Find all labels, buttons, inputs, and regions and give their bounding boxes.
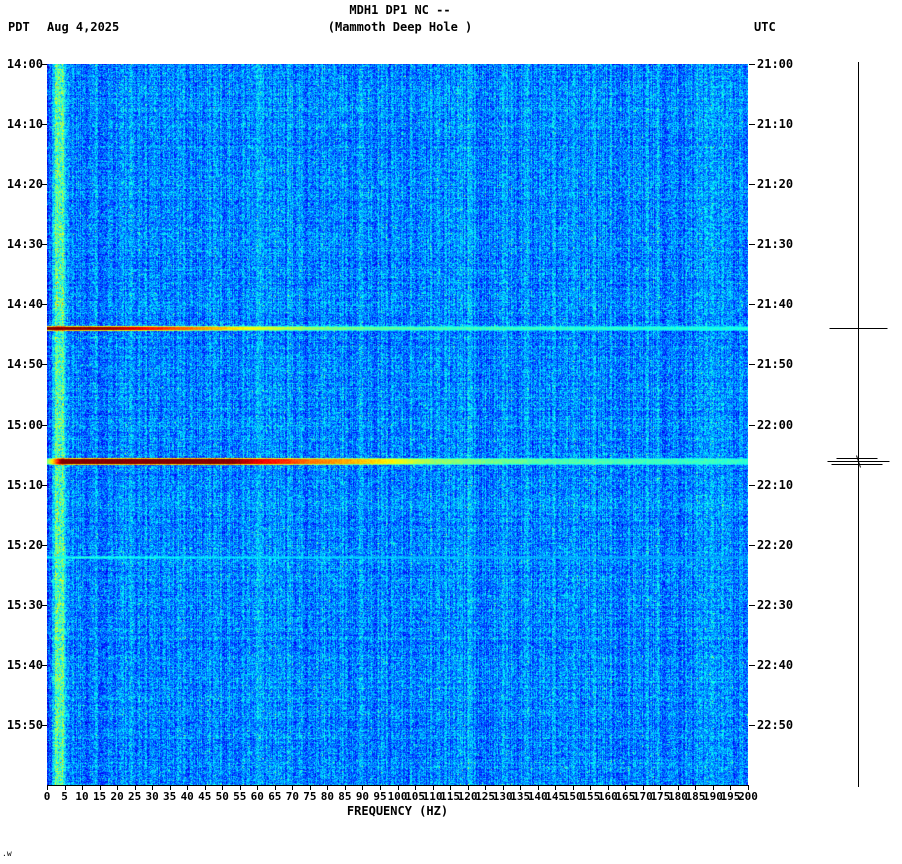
frequency-tick-label: 115 (440, 790, 460, 803)
right-time-label: 21:40 (757, 297, 794, 312)
frequency-tick-label: 15 (92, 790, 107, 803)
frequency-tick-label: 70 (285, 790, 299, 803)
frequency-tick-label: 0 (43, 790, 51, 803)
x-axis-label: FREQUENCY (HZ) (346, 804, 449, 818)
left-time-label: 15:10 (6, 477, 43, 492)
frequency-tick-label: 140 (527, 790, 548, 803)
frequency-tick-label: 195 (720, 790, 741, 803)
left-time-label: 14:10 (6, 117, 43, 132)
right-time-label: 22:20 (757, 537, 794, 552)
left-time-label: 14:00 (6, 57, 43, 71)
frequency-tick-label: 45 (198, 790, 212, 803)
frequency-tick-label: 125 (475, 790, 496, 803)
frequency-tick-label: 25 (128, 790, 142, 803)
left-time-label: 15:20 (6, 537, 43, 552)
right-time-label: 21:20 (757, 177, 794, 192)
right-time-label: 21:50 (757, 357, 794, 372)
frequency-tick-label: 105 (405, 790, 425, 803)
right-time-label: 21:00 (757, 57, 794, 71)
frequency-tick-label: 85 (338, 790, 352, 803)
frequency-tick-label: 65 (268, 790, 282, 803)
frequency-tick-label: 40 (180, 790, 194, 803)
left-time-label: 15:00 (6, 417, 43, 432)
left-time-label: 14:40 (6, 297, 43, 312)
frequency-tick-label: 80 (320, 790, 335, 803)
frequency-tick-label: 50 (215, 790, 229, 803)
frequency-tick-label: 90 (355, 790, 370, 803)
frequency-tick-label: 75 (303, 790, 317, 803)
footer-note: .w (2, 849, 12, 858)
frequency-tick-label: 10 (75, 790, 89, 803)
timezone-right-label: UTC (754, 20, 776, 34)
frequency-tick-label: 180 (667, 790, 688, 803)
station-subtitle: (Mammoth Deep Hole ) (327, 20, 473, 34)
station-title: MDH1 DP1 NC -- (349, 3, 451, 17)
left-time-label: 14:20 (6, 177, 43, 192)
frequency-tick-label: 130 (492, 790, 513, 803)
right-time-label: 22:00 (757, 417, 794, 432)
frequency-tick-label: 165 (615, 790, 636, 803)
right-time-label: 21:30 (757, 237, 794, 252)
frequency-tick-label: 185 (685, 790, 706, 803)
frequency-tick-label: 35 (163, 790, 177, 803)
seismogram-event-blip (856, 455, 861, 468)
date-label: Aug 4,2025 (47, 20, 120, 34)
frequency-tick-label: 55 (233, 790, 247, 803)
spectrogram-canvas (47, 64, 748, 785)
frequency-tick-label: 135 (510, 790, 531, 803)
frequency-tick-label: 170 (632, 790, 653, 803)
left-time-label: 15:30 (6, 597, 43, 612)
frequency-tick-label: 150 (562, 790, 583, 803)
left-time-label: 14:30 (6, 237, 43, 252)
frequency-tick-label: 200 (738, 790, 758, 803)
left-time-label: 15:50 (6, 717, 43, 732)
frequency-tick-label: 175 (650, 790, 671, 803)
frequency-tick-label: 100 (387, 790, 408, 803)
frequency-tick-label: 120 (457, 790, 478, 803)
frequency-tick-label: 110 (422, 790, 443, 803)
right-time-label: 21:10 (757, 117, 794, 132)
frequency-tick-label: 30 (145, 790, 159, 803)
frequency-tick-label: 160 (597, 790, 618, 803)
right-time-label: 22:10 (757, 477, 794, 492)
frequency-tick-label: 60 (250, 790, 264, 803)
right-time-label: 22:30 (757, 597, 794, 612)
frequency-tick-label: 5 (61, 790, 68, 803)
left-time-label: 15:40 (6, 657, 43, 672)
frequency-tick-label: 155 (580, 790, 601, 803)
frequency-tick-label: 20 (110, 790, 124, 803)
right-time-label: 22:40 (757, 657, 794, 672)
frequency-tick-label: 95 (373, 790, 387, 803)
left-time-label: 14:50 (6, 357, 43, 372)
frequency-tick-label: 145 (545, 790, 566, 803)
frequency-tick-label: 190 (703, 790, 723, 803)
right-time-label: 22:50 (757, 717, 794, 732)
timezone-left-label: PDT (8, 20, 30, 34)
